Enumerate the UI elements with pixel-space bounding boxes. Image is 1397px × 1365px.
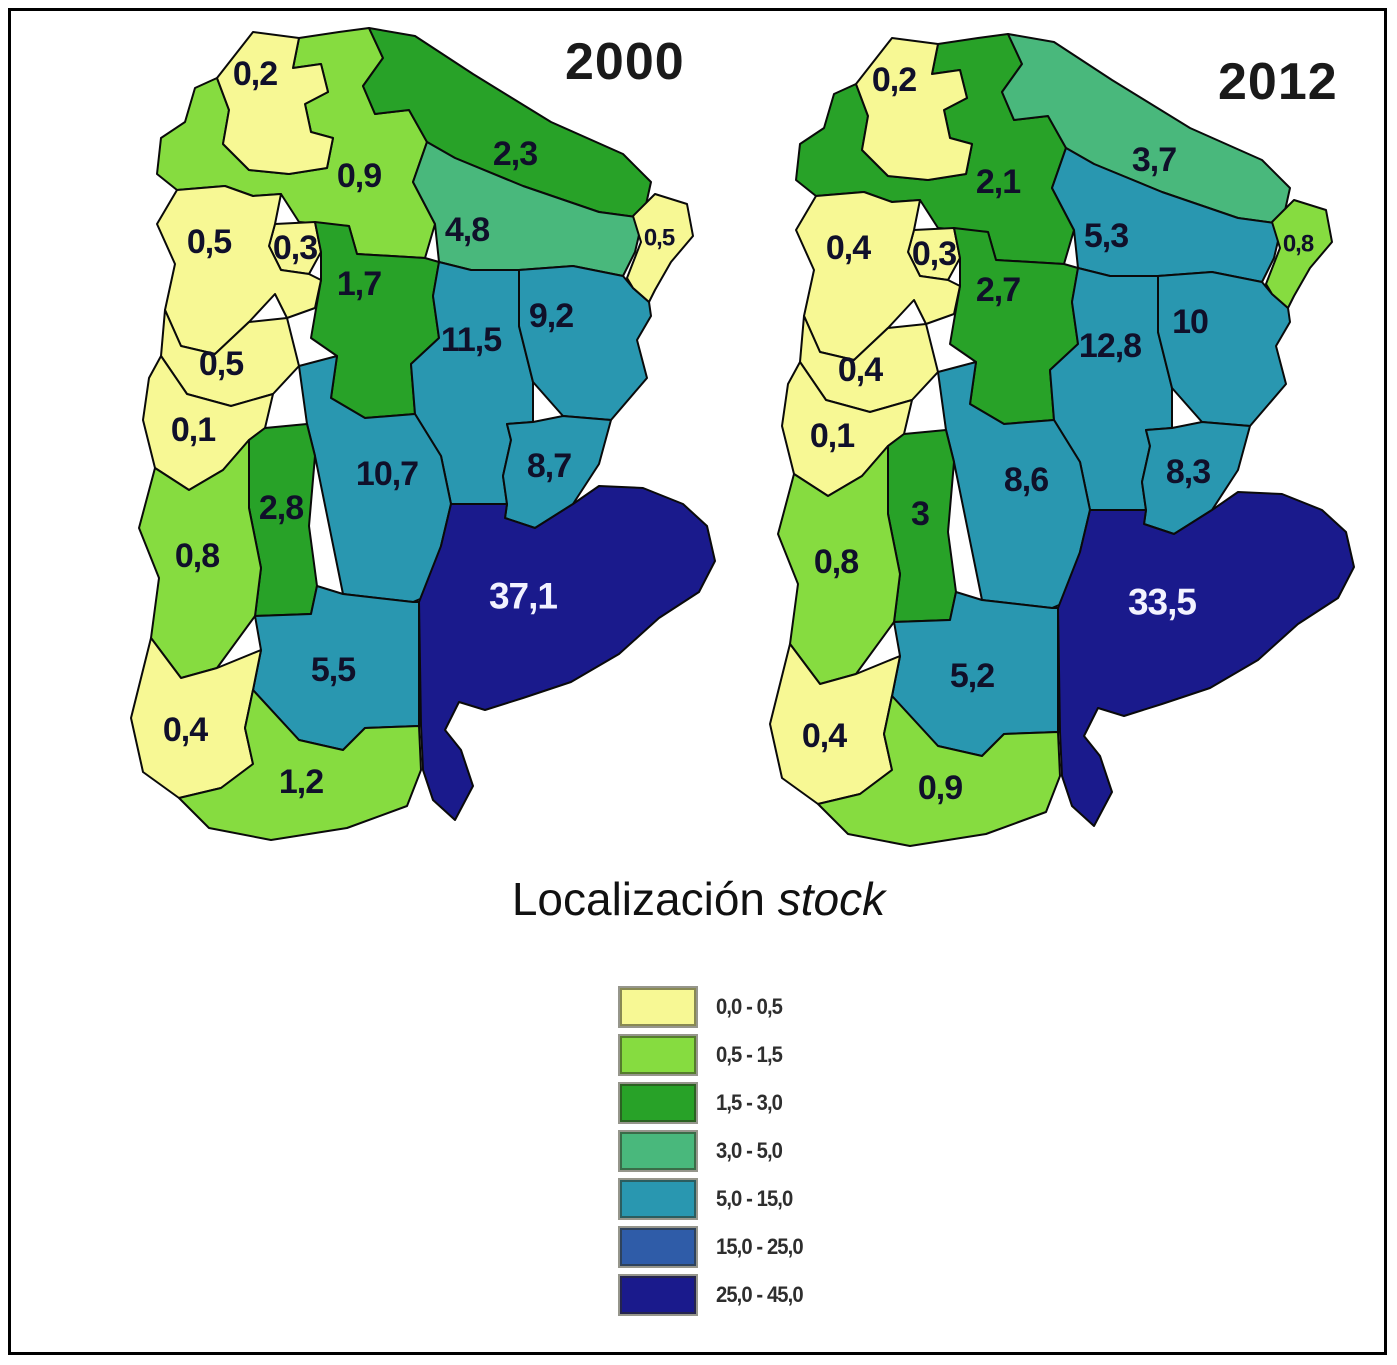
- region-corrientes: [1157, 271, 1291, 427]
- value-label-la-rioja: 0,5: [199, 345, 243, 383]
- value-label-cordoba: 8,6: [1004, 461, 1048, 499]
- value-label-entre-rios: 8,3: [1166, 453, 1210, 491]
- legend: 0,0 - 0,5 0,5 - 1,5 1,5 - 3,0 3,0 - 5,0 …: [618, 986, 810, 1322]
- value-label-catamarca: 0,5: [187, 223, 231, 261]
- map-year-2000: 2000: [565, 33, 685, 91]
- value-label-la-pampa: 5,2: [950, 657, 994, 695]
- value-label-salta: 2,1: [976, 163, 1020, 201]
- legend-row: 5,0 - 15,0: [618, 1178, 810, 1220]
- legend-swatch: [618, 986, 698, 1028]
- map-2012-svg: 0,2 2,1 3,7 5,3 2,7 0,3 0,4 0,4 0,1 12,8…: [769, 33, 1355, 847]
- value-label-santiago: 2,7: [976, 271, 1020, 309]
- value-label-mendoza: 0,8: [175, 537, 219, 575]
- legend-label: 25,0 - 45,0: [716, 1282, 804, 1307]
- figure-title-text: Localización: [511, 873, 765, 925]
- value-label-misiones: 0,8: [1283, 231, 1314, 258]
- value-label-salta: 0,9: [337, 157, 381, 195]
- value-label-corrientes: 10: [1172, 303, 1208, 341]
- region-buenos-aires: [1057, 491, 1355, 827]
- value-label-formosa: 2,3: [493, 135, 537, 173]
- value-label-neuquen: 0,4: [802, 717, 847, 755]
- value-label-rio-negro: 1,2: [279, 763, 323, 801]
- value-label-san-luis: 3: [911, 495, 929, 533]
- figure-title: Localización stock: [0, 872, 1397, 926]
- value-label-santa-fe: 11,5: [441, 321, 501, 359]
- value-label-entre-rios: 8,7: [527, 447, 571, 485]
- value-label-jujuy: 0,2: [872, 61, 916, 99]
- value-label-san-luis: 2,8: [259, 489, 303, 527]
- legend-label: 0,0 - 0,5: [716, 994, 783, 1019]
- value-label-tucuman: 0,3: [912, 235, 956, 273]
- region-rio-negro: [178, 689, 422, 841]
- map-2000-svg: 0,2 0,9 2,3 4,8 1,7 0,3 0,5 0,5 0,1 11,5…: [130, 27, 716, 841]
- value-label-san-juan: 0,1: [171, 411, 215, 449]
- legend-swatch: [618, 1274, 698, 1316]
- figure-title-italic: stock: [777, 873, 886, 925]
- legend-row: 15,0 - 25,0: [618, 1226, 810, 1268]
- value-label-tucuman: 0,3: [273, 229, 317, 267]
- map-2012: 0,2 2,1 3,7 5,3 2,7 0,3 0,4 0,4 0,1 12,8…: [742, 32, 1372, 857]
- value-label-cordoba: 10,7: [356, 455, 418, 493]
- value-label-mendoza: 0,8: [814, 543, 858, 581]
- value-label-buenos-aires: 37,1: [489, 576, 557, 617]
- map-year-2012: 2012: [1218, 53, 1338, 111]
- legend-row: 0,0 - 0,5: [618, 986, 810, 1028]
- region-jujuy: [855, 37, 973, 181]
- region-buenos-aires: [418, 485, 716, 821]
- region-jujuy: [216, 31, 334, 175]
- region-rio-negro: [817, 695, 1061, 847]
- value-label-rio-negro: 0,9: [918, 769, 962, 807]
- map-2000: 0,2 0,9 2,3 4,8 1,7 0,3 0,5 0,5 0,1 11,5…: [103, 26, 733, 851]
- region-misiones: [1265, 199, 1333, 309]
- value-label-misiones: 0,5: [644, 225, 675, 252]
- legend-swatch: [618, 1226, 698, 1268]
- value-label-formosa: 3,7: [1132, 141, 1176, 179]
- region-corrientes: [518, 265, 652, 421]
- legend-label: 1,5 - 3,0: [716, 1090, 783, 1115]
- value-label-la-rioja: 0,4: [838, 351, 883, 389]
- legend-row: 0,5 - 1,5: [618, 1034, 810, 1076]
- legend-swatch: [618, 1082, 698, 1124]
- legend-label: 15,0 - 25,0: [716, 1234, 804, 1259]
- value-label-neuquen: 0,4: [163, 711, 208, 749]
- legend-swatch: [618, 1130, 698, 1172]
- value-label-chaco: 4,8: [445, 211, 489, 249]
- legend-row: 3,0 - 5,0: [618, 1130, 810, 1172]
- legend-swatch: [618, 1034, 698, 1076]
- value-label-catamarca: 0,4: [826, 229, 871, 267]
- region-misiones: [626, 193, 694, 303]
- value-label-santiago: 1,7: [337, 265, 381, 303]
- legend-row: 1,5 - 3,0: [618, 1082, 810, 1124]
- legend-swatch: [618, 1178, 698, 1220]
- value-label-corrientes: 9,2: [529, 297, 573, 335]
- value-label-jujuy: 0,2: [233, 55, 277, 93]
- value-label-chaco: 5,3: [1084, 217, 1128, 255]
- value-label-san-juan: 0,1: [810, 417, 854, 455]
- value-label-buenos-aires: 33,5: [1128, 582, 1196, 623]
- value-label-la-pampa: 5,5: [311, 651, 355, 689]
- legend-label: 5,0 - 15,0: [716, 1186, 793, 1211]
- legend-label: 3,0 - 5,0: [716, 1138, 783, 1163]
- legend-row: 25,0 - 45,0: [618, 1274, 810, 1316]
- value-label-santa-fe: 12,8: [1079, 327, 1141, 365]
- legend-label: 0,5 - 1,5: [716, 1042, 783, 1067]
